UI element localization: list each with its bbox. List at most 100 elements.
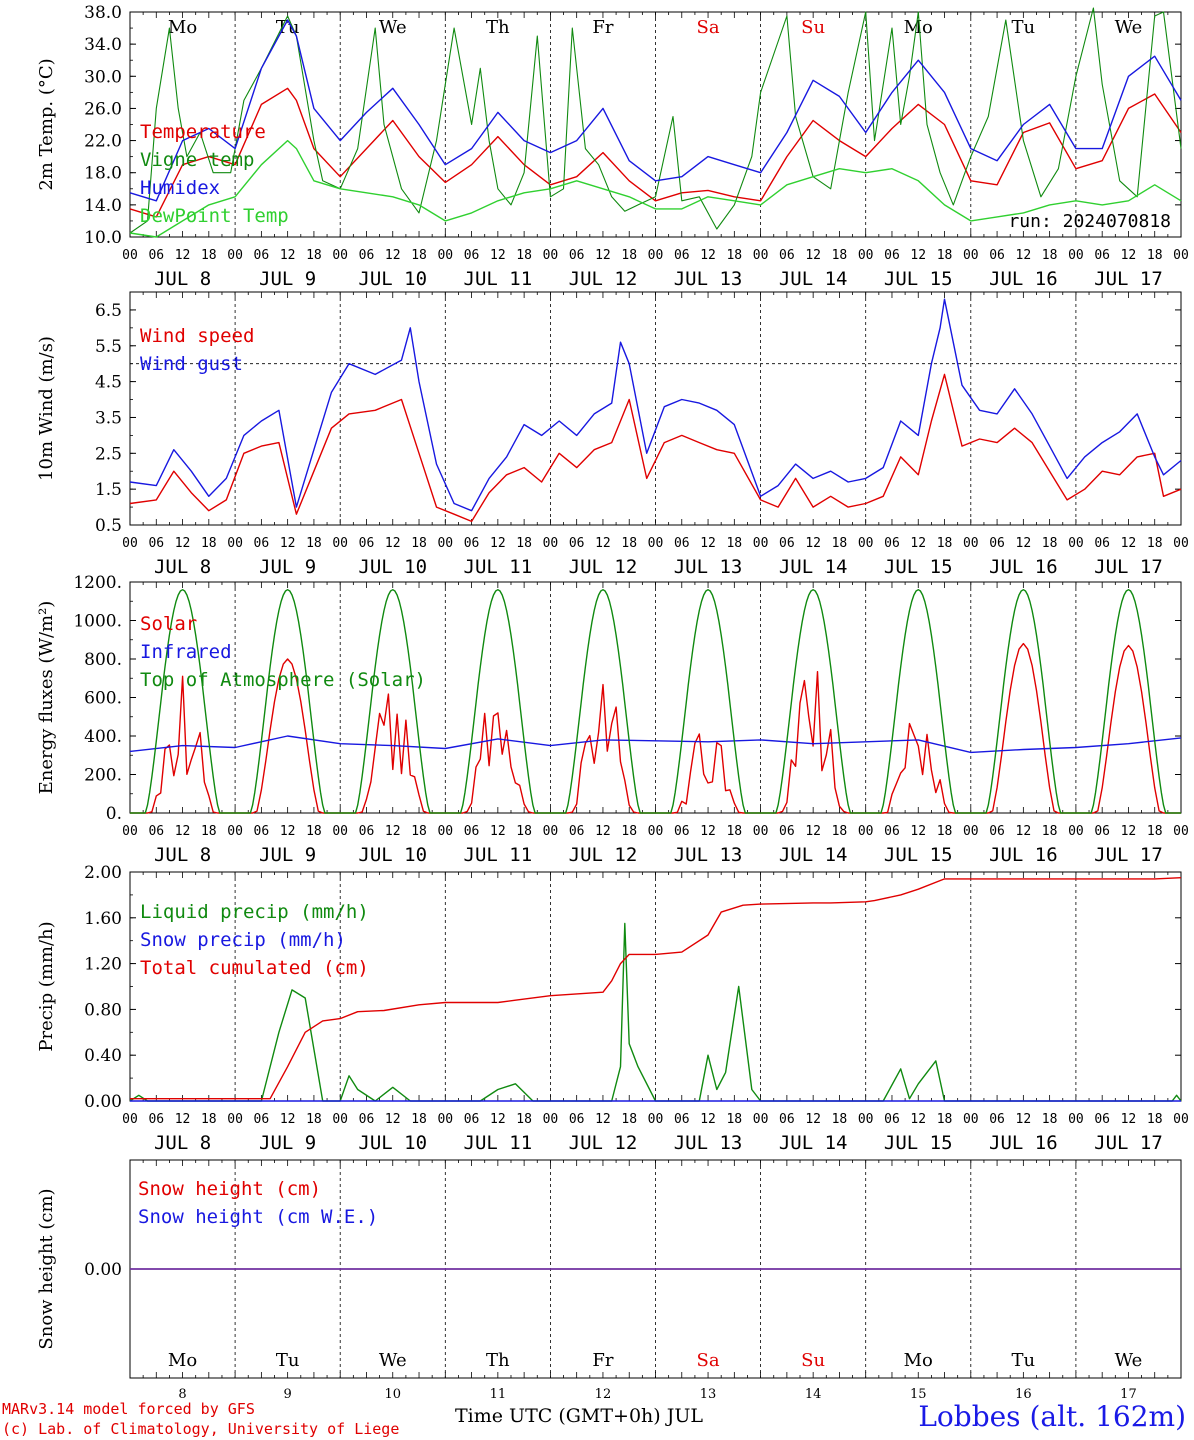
legend-entry: Snow height (cm W.E.) xyxy=(138,1206,378,1228)
x-hour-label: 18 xyxy=(516,536,532,551)
x-date-label: JUL 17 xyxy=(1094,844,1163,866)
station-name: Lobbes (alt. 162m) xyxy=(918,1400,1186,1433)
x-hour-label: 18 xyxy=(201,824,217,839)
x-hour-label: 00 xyxy=(1068,824,1084,839)
x-hour-label: 00 xyxy=(1068,1112,1084,1127)
x-hour-label: 00 xyxy=(227,1112,243,1127)
y-tick-label: 2.5 xyxy=(95,444,122,464)
series-line xyxy=(129,19,1182,202)
x-hour-label: 18 xyxy=(937,248,953,263)
x-hour-label: 06 xyxy=(254,536,270,551)
x-hour-label: 18 xyxy=(306,824,322,839)
x-date-label: JUL 12 xyxy=(569,268,638,290)
x-hour-label: 18 xyxy=(411,1112,427,1127)
y-tick-label: 22.0 xyxy=(84,132,122,152)
x-hour-label: 00 xyxy=(1068,248,1084,263)
y-axis-label: Precip (mm/h) xyxy=(36,921,57,1051)
x-hour-label: 18 xyxy=(832,248,848,263)
x-hour-label: 12 xyxy=(910,824,926,839)
y-tick-label: 6.5 xyxy=(95,301,122,321)
day-of-week-label: We xyxy=(379,17,407,38)
x-hour-label: 00 xyxy=(753,248,769,263)
x-hour-label: 00 xyxy=(332,1112,348,1127)
y-tick-label: 0.00 xyxy=(84,1092,122,1112)
series-line xyxy=(129,298,1182,512)
x-hour-label: 06 xyxy=(464,536,480,551)
x-date-label: JUL 8 xyxy=(154,844,211,866)
x-hour-label: 06 xyxy=(464,1112,480,1127)
x-hour-label: 12 xyxy=(280,824,296,839)
x-date-label: JUL 14 xyxy=(779,844,848,866)
x-date-label: JUL 11 xyxy=(464,268,533,290)
x-hour-label: 18 xyxy=(726,536,742,551)
x-date-label: JUL 16 xyxy=(989,1132,1058,1154)
x-date-label: JUL 13 xyxy=(674,844,743,866)
x-date-label: JUL 16 xyxy=(989,268,1058,290)
y-tick-label: 2.00 xyxy=(84,863,122,883)
x-hour-label: 12 xyxy=(280,1112,296,1127)
x-hour-label: 00 xyxy=(648,248,664,263)
y-tick-label: 34.0 xyxy=(84,35,122,55)
x-hour-label: 12 xyxy=(1016,248,1032,263)
y-tick-label: 0.00 xyxy=(84,1260,122,1280)
y-tick-label: 10.0 xyxy=(84,228,122,248)
day-of-week-label: Th xyxy=(486,1350,510,1371)
x-date-label: JUL 10 xyxy=(358,556,427,578)
x-hour-label: 00 xyxy=(227,824,243,839)
y-tick-label: 400. xyxy=(84,727,122,747)
x-hour-label: 18 xyxy=(621,536,637,551)
x-hour-label: 12 xyxy=(1016,1112,1032,1127)
x-hour-label: 12 xyxy=(490,536,506,551)
y-tick-label: 38.0 xyxy=(84,3,122,23)
x-hour-label: 18 xyxy=(411,248,427,263)
x-date-label: JUL 12 xyxy=(569,556,638,578)
x-hour-label: 00 xyxy=(648,536,664,551)
x-hour-label: 00 xyxy=(332,248,348,263)
x-date-label: JUL 9 xyxy=(259,556,316,578)
x-hour-label: 18 xyxy=(937,1112,953,1127)
x-date-label: JUL 8 xyxy=(154,1132,211,1154)
y-tick-label: 1200. xyxy=(73,573,122,593)
x-hour-label: 12 xyxy=(1121,1112,1137,1127)
legend-entry: Snow height (cm) xyxy=(138,1178,321,1200)
x-day-number: 11 xyxy=(490,1387,507,1402)
x-date-label: JUL 8 xyxy=(154,268,211,290)
x-hour-label: 00 xyxy=(1173,536,1189,551)
x-hour-label: 06 xyxy=(148,824,164,839)
x-hour-label: 00 xyxy=(858,248,874,263)
x-hour-label: 06 xyxy=(569,536,585,551)
x-hour-label: 00 xyxy=(648,1112,664,1127)
x-hour-label: 12 xyxy=(175,248,191,263)
day-of-week-label: Fr xyxy=(592,17,613,38)
x-date-label: JUL 9 xyxy=(259,268,316,290)
x-hour-label: 00 xyxy=(437,824,453,839)
x-hour-label: 18 xyxy=(201,536,217,551)
series-line xyxy=(129,7,1182,234)
x-hour-label: 06 xyxy=(464,824,480,839)
x-date-label: JUL 14 xyxy=(779,1132,848,1154)
x-hour-label: 06 xyxy=(1094,1112,1110,1127)
day-of-week-label: Tu xyxy=(1012,17,1036,38)
x-day-number: 16 xyxy=(1015,1387,1032,1402)
x-hour-label: 06 xyxy=(148,248,164,263)
day-of-week-label: Sa xyxy=(697,17,720,38)
y-tick-label: 26.0 xyxy=(84,99,122,119)
x-hour-label: 00 xyxy=(122,1112,138,1127)
x-hour-label: 06 xyxy=(359,536,375,551)
day-of-week-label: Mo xyxy=(904,17,933,38)
y-tick-label: 1.20 xyxy=(84,955,122,975)
x-date-label: JUL 13 xyxy=(674,268,743,290)
series-line xyxy=(129,139,1182,238)
x-hour-label: 12 xyxy=(280,248,296,263)
x-hour-label: 18 xyxy=(1042,536,1058,551)
x-hour-label: 12 xyxy=(805,248,821,263)
x-hour-label: 18 xyxy=(832,536,848,551)
x-date-label: JUL 13 xyxy=(674,1132,743,1154)
x-hour-label: 12 xyxy=(700,824,716,839)
x-hour-label: 06 xyxy=(569,824,585,839)
series-line xyxy=(129,735,1182,754)
x-hour-label: 12 xyxy=(805,1112,821,1127)
run-annotation: run: 2024070818 xyxy=(1008,211,1171,232)
x-hour-label: 00 xyxy=(437,1112,453,1127)
